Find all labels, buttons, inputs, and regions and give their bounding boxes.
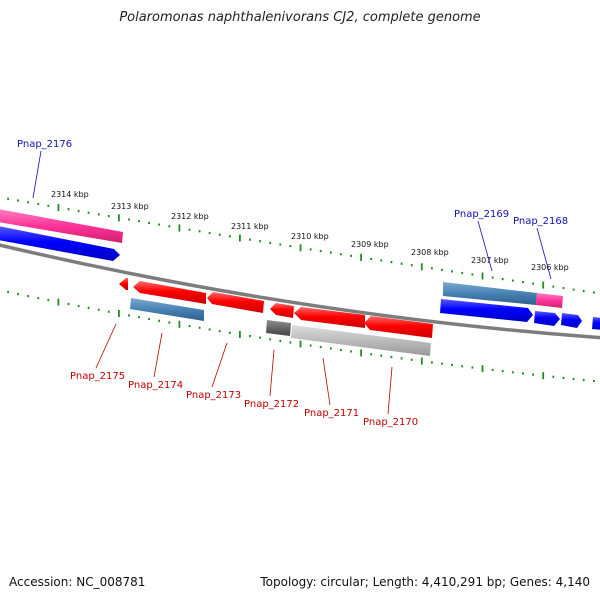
gene-label: Pnap_2170 [363, 417, 418, 428]
gene-Pnap_2168[interactable] [536, 293, 563, 308]
gene-label: Pnap_2169 [454, 209, 509, 220]
gene-reverse-right-3[interactable] [561, 313, 582, 328]
gene-label-bottom[interactable]: Pnap_2174 [128, 332, 183, 391]
gene-label-top[interactable]: Pnap_2168 [513, 216, 568, 280]
gene-label-bottom[interactable]: Pnap_2171 [304, 357, 359, 419]
gene-Pnap_2173-red[interactable] [133, 281, 206, 304]
ruler-label: 2309 kbp [351, 240, 389, 249]
gene-Pnap_2172[interactable] [266, 320, 291, 336]
gene-Pnap_2176[interactable] [0, 209, 123, 243]
genome-title: Polaromonas naphthalenivorans CJ2, compl… [119, 10, 481, 25]
gene-label: Pnap_2174 [128, 380, 183, 391]
ruler-label: 2308 kbp [411, 248, 449, 257]
gene-label-top[interactable]: Pnap_2169 [454, 209, 509, 272]
gene-label: Pnap_2172 [244, 399, 299, 410]
gene-Pnap_2173[interactable] [207, 292, 264, 313]
ruler-track-bottom [7, 291, 595, 383]
ruler-label: 2314 kbp [51, 190, 89, 199]
gene-reverse-left[interactable] [0, 226, 120, 261]
gene-label: Pnap_2175 [70, 371, 125, 382]
gene-reverse-right-4[interactable] [592, 317, 600, 330]
gene-label-bottom[interactable]: Pnap_2173 [186, 342, 241, 401]
gene-reverse-right-2[interactable] [534, 311, 560, 326]
topology-text: Topology: circular; Length: 4,410,291 bp… [260, 575, 590, 589]
gene-reverse-right-1[interactable] [440, 299, 533, 322]
gene-label: Pnap_2176 [17, 139, 72, 150]
ruler-label: 2313 kbp [111, 202, 149, 211]
ruler-label: 2307 kbp [471, 256, 509, 265]
ruler-label: 2306 kbp [531, 263, 569, 272]
gene-Pnap_2174[interactable] [130, 298, 204, 321]
gene-label-bottom[interactable]: Pnap_2170 [363, 366, 418, 428]
ruler-labels: 2314 kbp 2313 kbp 2312 kbp 2311 kbp 2310… [51, 190, 569, 272]
ruler-label: 2312 kbp [171, 212, 209, 221]
gene-label-top[interactable]: Pnap_2176 [17, 139, 72, 199]
gene-Pnap_2172-red[interactable] [270, 303, 294, 318]
gene-Pnap_2169[interactable] [443, 282, 537, 305]
gene-label: Pnap_2168 [513, 216, 568, 227]
gene-Pnap_2171[interactable] [294, 307, 365, 328]
gene-label: Pnap_2173 [186, 390, 241, 401]
gene-label: Pnap_2171 [304, 408, 359, 419]
ruler-track-top [7, 197, 595, 294]
gene-label-bottom[interactable]: Pnap_2175 [70, 323, 125, 382]
gene-red-small[interactable] [119, 278, 128, 290]
ruler-label: 2311 kbp [231, 222, 269, 231]
gene-Pnap_2170[interactable] [291, 325, 431, 356]
ruler-label: 2310 kbp [291, 232, 329, 241]
genome-backbone [0, 243, 600, 340]
accession-text: Accession: NC_008781 [9, 575, 146, 589]
gene-label-bottom[interactable]: Pnap_2172 [244, 349, 299, 410]
gene-Pnap_2170-red[interactable] [364, 316, 433, 338]
